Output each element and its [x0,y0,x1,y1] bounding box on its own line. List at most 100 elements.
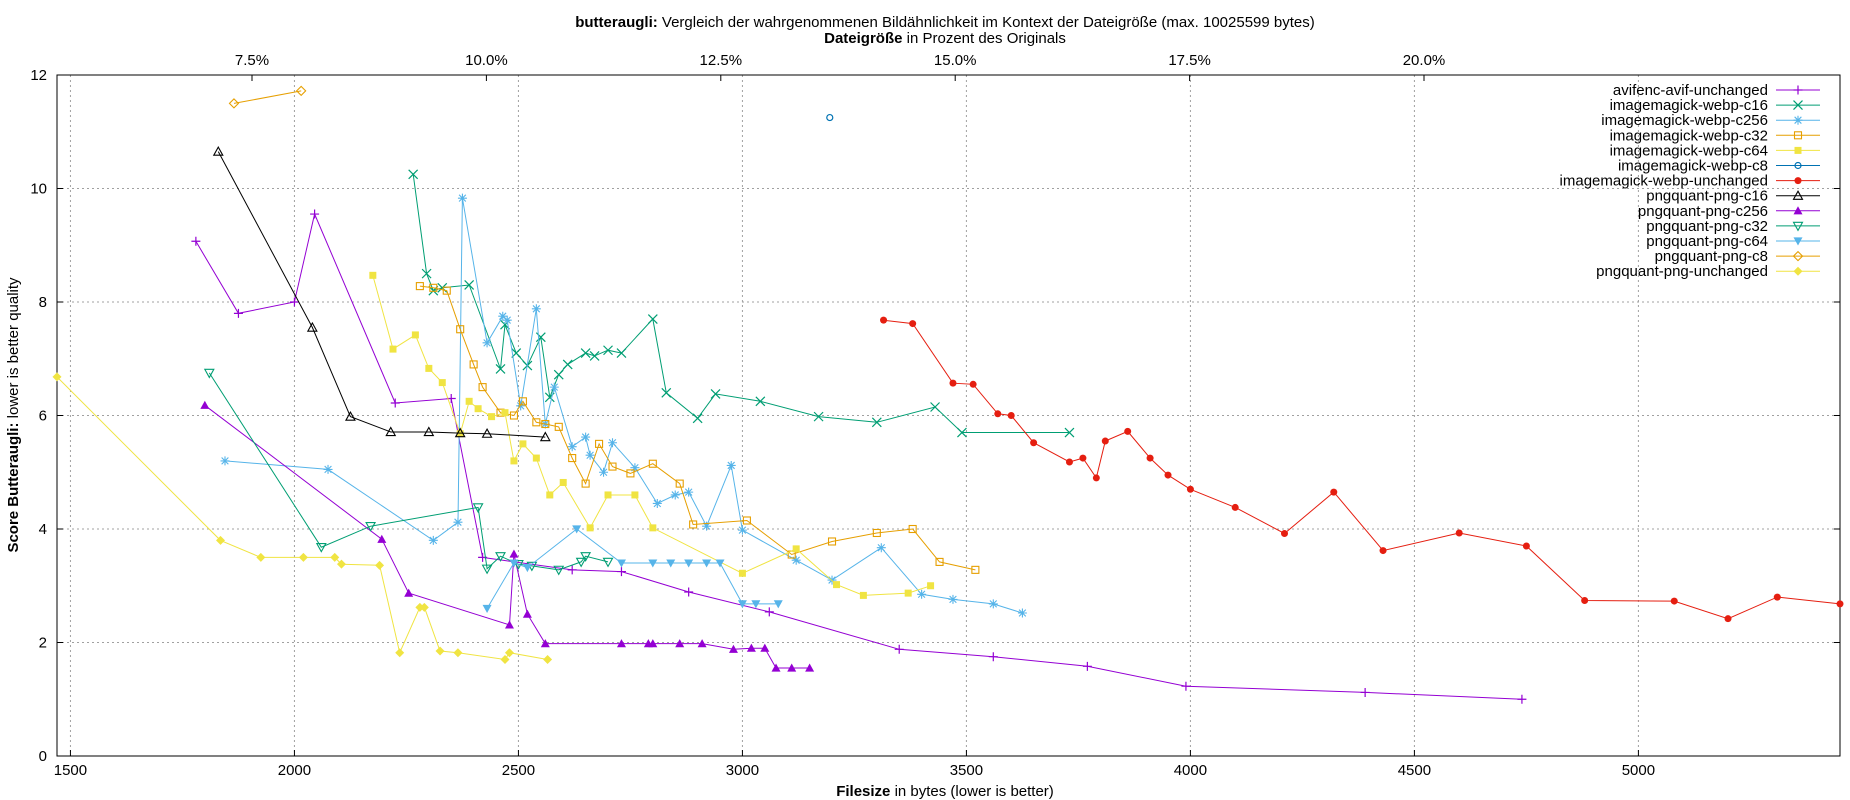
legend-label: pngquant-png-c16 [1646,188,1768,205]
x2-tick-label: 7.5% [235,52,269,69]
legend-swatch-marker [1793,100,1803,111]
data-point [562,359,573,370]
data-point [616,348,627,358]
legend: avifenc-avif-unchanged imagemagick-webp-c… [1560,82,1820,280]
legend-label: pngquant-png-c256 [1638,203,1768,220]
data-point [306,321,318,332]
data-point [482,604,492,613]
x2-tick-label: 20.0% [1403,52,1446,69]
series-line [419,285,976,571]
x2-axis-title-bold: Dateigröße [824,30,902,47]
data-point [764,607,774,617]
data-point [586,524,594,532]
legend-item: avifenc-avif-unchanged [1613,82,1820,99]
data-point [395,648,405,658]
data-point [482,338,492,348]
data-point [1360,687,1370,697]
legend-swatch-marker [1792,250,1804,262]
data-point [256,552,266,562]
data-point [675,639,685,648]
data-point [315,543,327,553]
data-point [581,479,590,488]
data-point [408,169,419,180]
legend-label: pngquant-png-unchanged [1596,263,1768,280]
data-point [1773,593,1781,601]
data-point [684,559,694,568]
series-pngquant-png-c16 [212,145,551,442]
data-point [522,609,532,618]
data-point [1082,661,1092,671]
data-point [908,524,917,534]
series-pngquant-png-unchanged [52,372,553,665]
data-point [630,463,640,473]
data-point [608,438,618,448]
data-point [532,454,540,462]
data-point [904,589,912,597]
legend-item: pngquant-png-c256 [1638,203,1820,220]
data-point [909,320,917,328]
data-point [1186,485,1194,493]
data-point [512,560,524,570]
data-point [1836,600,1844,608]
x2-axis-title-rest: in Prozent des Originals [902,30,1065,47]
data-point [425,364,433,372]
data-point [738,569,746,577]
legend-swatch-marker [1793,85,1803,95]
y-axis-title-bold: Score Butteraugli: [5,423,22,553]
data-point [608,462,617,471]
data-point [453,648,463,658]
data-point [652,498,662,508]
data-point [572,525,582,534]
legend-swatch-marker [1793,206,1803,215]
data-point [478,383,487,392]
legend-item: imagemagick-webp-unchanged [1560,173,1820,190]
y-tick-label: 0 [39,748,47,765]
legend-item: imagemagick-webp-c8 [1618,158,1820,175]
legend-label: pngquant-png-c64 [1646,233,1768,250]
data-point [289,297,299,307]
y-tick-label: 10 [30,181,47,198]
data-point [1455,529,1463,537]
legend-item: imagemagick-webp-c32 [1610,127,1820,144]
data-point [1030,439,1038,447]
data-point [616,559,626,568]
data-point [1079,454,1087,462]
data-point [917,589,927,599]
legend-swatch-marker [1794,161,1802,170]
data-point [509,411,518,420]
y-tick-label: 12 [30,67,47,84]
data-point [742,516,751,525]
legend-swatch-marker [1793,131,1803,140]
data-point [880,316,888,324]
data-point [423,426,435,437]
data-point [575,557,587,568]
data-point [581,432,591,442]
x2-axis-title: Dateigröße in Prozent des Originals [824,30,1066,47]
data-point [1724,615,1732,623]
data-point [295,85,307,97]
data-point [510,457,518,465]
legend-item: imagemagick-webp-c256 [1601,112,1820,129]
data-point [626,469,635,478]
y-tick-label: 8 [39,294,47,311]
legend-swatch-marker [1794,146,1802,154]
x-tick-label: 3500 [950,762,983,779]
data-point [585,450,595,460]
series-imagemagick-webp-unchanged [880,316,1844,623]
data-point [567,565,577,575]
data-point [1379,547,1387,555]
series-imagemagick-webp-c256 [220,193,1027,618]
series-line [204,404,810,669]
data-point [595,439,604,448]
data-point [203,368,215,379]
data-point [894,644,904,654]
data-point [518,397,527,406]
y-tick-label: 2 [39,635,47,652]
data-point [454,427,466,438]
data-point [428,535,438,545]
data-point [344,411,356,421]
data-point [833,581,841,589]
series-line [195,212,1522,700]
legend-swatch-marker [1793,237,1803,246]
